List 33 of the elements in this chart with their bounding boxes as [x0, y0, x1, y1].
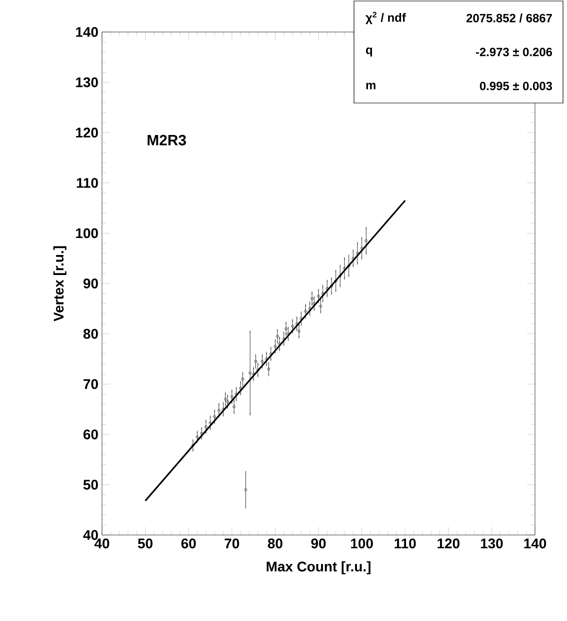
- annotation: M2R3: [148, 134, 186, 146]
- point: [200, 432, 203, 435]
- annotation: 0.995 ± 0.003: [480, 82, 552, 90]
- x-tick-label: 40: [94, 538, 110, 548]
- x-tick-label: 130: [480, 538, 503, 548]
- y-axis-title: Vertex [r.u.]: [53, 246, 66, 322]
- x-tick-label: 90: [311, 538, 326, 548]
- annotation: -2.973 ± 0.206: [476, 48, 552, 56]
- y-tick-label: 110: [76, 178, 98, 188]
- y-tick-label: 90: [83, 278, 98, 288]
- text: 2075.852 / 6867: [466, 14, 552, 22]
- y-tick-label: 60: [83, 429, 98, 440]
- point: [196, 436, 199, 438]
- annotation: q: [366, 48, 372, 56]
- text: χ$^{2}$ / ndf: [366, 12, 406, 24]
- x-tick-label: 70: [224, 538, 240, 548]
- y-tick-label: 120: [76, 128, 98, 138]
- x-tick-label: 140: [524, 538, 546, 548]
- y-tick-label: 80: [83, 328, 98, 339]
- x-tick-label: 80: [268, 538, 282, 548]
- y-tick-label: 50: [83, 480, 98, 490]
- x-tick-label: 50: [138, 538, 152, 548]
- x-tick-label: 100: [351, 538, 373, 548]
- y-tick-label: 40: [83, 530, 98, 540]
- x-tick-label: 60: [181, 538, 196, 548]
- y-tick-label: 100: [76, 228, 98, 238]
- y-tick-label: 130: [76, 77, 98, 88]
- x-tick-label: 110: [394, 538, 416, 548]
- y-tick-label: 140: [76, 27, 98, 37]
- x-tick-label: 120: [438, 538, 460, 548]
- annotation: m: [366, 82, 376, 90]
- y-tick-label: 70: [84, 379, 98, 390]
- x-axis-title: Max Count [r.u.]: [266, 561, 370, 574]
